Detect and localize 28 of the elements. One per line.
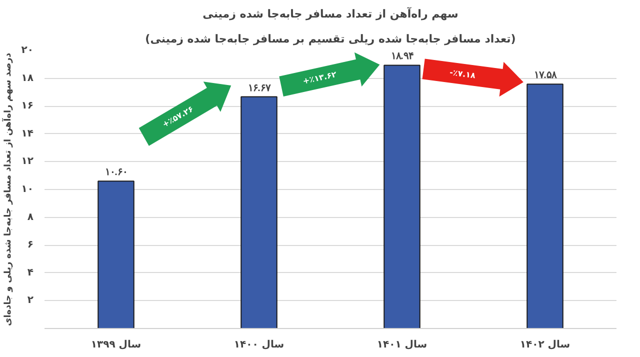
y-tick-label: ۱۶ xyxy=(21,100,34,112)
y-tick-label: ۲۰ xyxy=(21,45,34,56)
bar xyxy=(98,180,134,328)
annotation: +٪۵۷.۲۶ xyxy=(160,104,196,130)
chart-subtitle: (تعداد مسافر جابه‌جا شده ریلی تقسیم بر مسافر جابه‌جا شده زمینی) xyxy=(145,32,516,46)
bar xyxy=(526,84,564,328)
x-tick-label: سال ۱۳۹۹ xyxy=(90,340,142,350)
annotation: -٪۷.۱۸ xyxy=(449,68,476,80)
y-tick-label: ۸ xyxy=(27,212,34,223)
y-tick-label: ۱۰ xyxy=(21,184,34,195)
x-tick-label: سال ۱۴۰۲ xyxy=(520,340,570,350)
y-tick-label: ۴ xyxy=(27,267,34,278)
chart-title: سهم راه‌آهن از تعداد مسافر جابه‌جا شده زمینی xyxy=(202,6,458,20)
data-label: ۱۰.۶۰ xyxy=(104,167,128,178)
data-label: ۱۸.۹۴ xyxy=(390,51,414,62)
y-tick-label: ۱۸ xyxy=(21,72,34,84)
data-label: ۱۶.۶۷ xyxy=(248,82,272,94)
annotation: +٪۱۳.۶۲ xyxy=(302,70,338,86)
x-tick-label: سال ۱۴۰۰ xyxy=(234,340,284,350)
bar xyxy=(384,64,420,328)
y-tick-label: ۱۲ xyxy=(21,156,34,168)
y-tick-label: ۱۴ xyxy=(21,128,34,140)
y-axis-title: درصد سهم راه‌آهن از تعداد مسافر جابه‌جا شده ریلی و جاده‌ای xyxy=(1,52,14,326)
data-label: ۱۷.۵۸ xyxy=(534,70,558,82)
y-tick-label: ۶ xyxy=(27,240,34,251)
y-tick-label: ۲ xyxy=(27,295,34,306)
x-tick-label: سال ۱۴۰۱ xyxy=(376,340,428,350)
bar xyxy=(240,96,278,328)
